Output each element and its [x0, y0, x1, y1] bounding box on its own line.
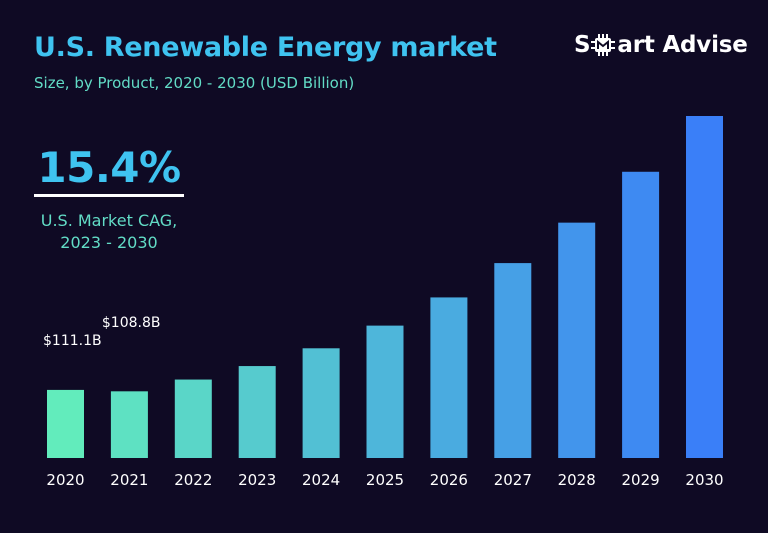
- data-label: $111.1B: [43, 333, 102, 349]
- cagr-value: 15.4%: [37, 143, 181, 192]
- chart-subtitle: Size, by Product, 2020 - 2030 (USD Billi…: [34, 74, 355, 92]
- x-tick-label: 2029: [622, 471, 660, 489]
- x-tick-label: 2022: [174, 471, 212, 489]
- data-label: $108.8B: [102, 315, 161, 331]
- x-tick-label: 2024: [302, 471, 340, 489]
- brand-lead: S: [574, 32, 591, 58]
- x-tick-label: 2025: [366, 471, 404, 489]
- bar-2029: [622, 171, 660, 458]
- bar-2025: [366, 325, 404, 458]
- chip-m-icon: [591, 34, 616, 56]
- x-tick-label: 2021: [110, 471, 148, 489]
- brand-rest: art Advise: [617, 32, 748, 58]
- bar-2027: [494, 263, 532, 458]
- bar-2028: [558, 222, 596, 458]
- bar-2024: [302, 348, 340, 458]
- x-tick-label: 2028: [558, 471, 596, 489]
- chart-title: U.S. Renewable Energy market: [34, 32, 497, 63]
- cagr-period: 2023 - 2030: [60, 233, 158, 252]
- x-tick-label: 2020: [46, 471, 84, 489]
- brand-logo: S art Advise: [574, 32, 748, 58]
- x-tick-label: 2026: [430, 471, 468, 489]
- bar-2023: [238, 366, 276, 458]
- bar-2020: [47, 389, 84, 458]
- x-tick-label: 2023: [238, 471, 276, 489]
- bar-2022: [174, 379, 212, 458]
- bar-2026: [430, 297, 468, 458]
- cagr-divider: [34, 194, 184, 197]
- bar-2030: [686, 116, 723, 458]
- x-tick-label: 2027: [494, 471, 532, 489]
- x-tick-label: 2030: [685, 471, 723, 489]
- cagr-label: U.S. Market CAG,: [40, 211, 178, 230]
- bar-2021: [110, 391, 148, 458]
